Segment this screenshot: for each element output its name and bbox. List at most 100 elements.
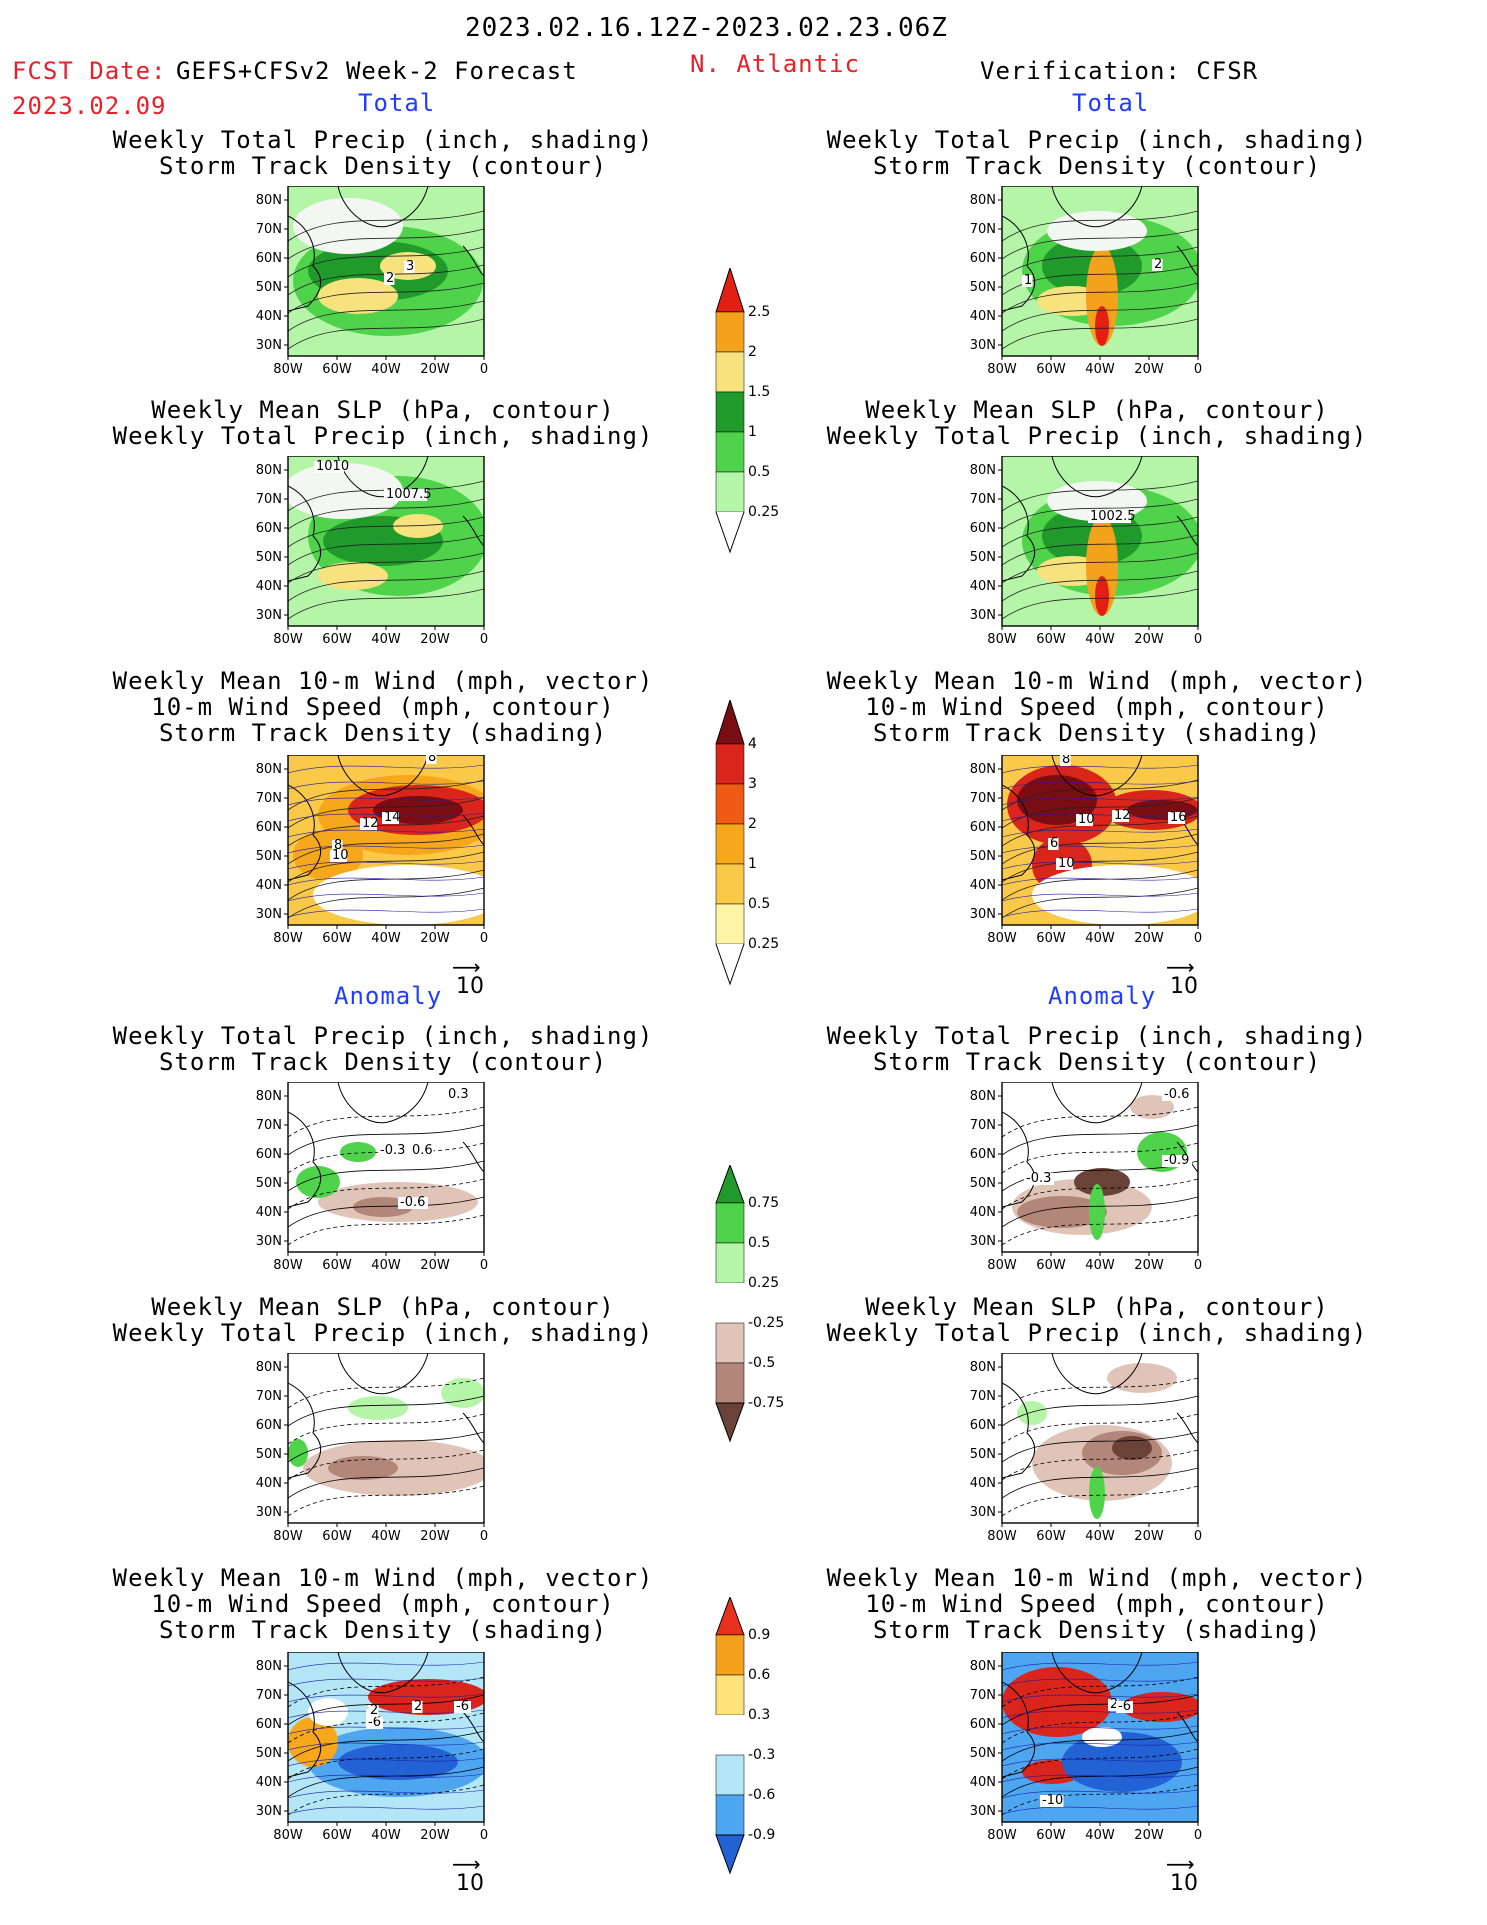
map-plot-area: 812 1481080N70N60N50N40N30N80W 60W 40W 20W 0	[256, 755, 503, 946]
title-line: Storm Track Density (shading)	[797, 720, 1397, 746]
contour-label: 0.6	[412, 1143, 433, 1158]
lon-tick-label: 40W	[1085, 931, 1115, 946]
contour-label: 1007.5	[386, 487, 432, 502]
lat-tick-label: 50N	[256, 1447, 282, 1462]
contour-label: -0.9	[1164, 1153, 1189, 1168]
lat-tick-label: 70N	[970, 791, 996, 806]
vector-reference-fc-total: ⟶ 10	[452, 960, 484, 999]
map-panel-fc-total-precip: 3280N70N60N50N40N30N80W 60W 40W 20W 0	[248, 186, 504, 396]
colorbar-label: 3	[748, 776, 757, 792]
lat-tick-label: 60N	[256, 820, 282, 835]
lat-tick-label: 70N	[970, 222, 996, 237]
lat-tick-label: 70N	[970, 1118, 996, 1133]
lat-tick-label: 70N	[256, 1688, 282, 1703]
colorbar-box	[716, 1715, 744, 1755]
colorbar-box	[716, 392, 744, 432]
lon-tick-label: 20W	[420, 362, 450, 377]
lon-tick-label: 0	[480, 1828, 488, 1843]
lon-tick-label: 0	[1194, 931, 1202, 946]
title-line: Weekly Mean 10-m Wind (mph, vector)	[83, 668, 683, 694]
lon-tick-label: 80W	[273, 632, 303, 647]
shading-region	[1095, 576, 1109, 616]
title-line: Storm Track Density (contour)	[797, 1049, 1397, 1075]
title-line: Weekly Total Precip (inch, shading)	[797, 1320, 1397, 1346]
colorbar-track-total: 4 3 2 1 0.5 0.25	[715, 700, 785, 986]
colorbar-label: 0.9	[748, 1627, 770, 1643]
lon-tick-label: 0	[1194, 1258, 1202, 1273]
lat-tick-label: 70N	[256, 1389, 282, 1404]
map-plot-area: 3280N70N60N50N40N30N80W 60W 40W 20W 0	[256, 186, 488, 377]
lat-tick-label: 70N	[970, 1688, 996, 1703]
colorbar-label: 0.75	[748, 1195, 779, 1211]
lat-tick-label: 50N	[970, 550, 996, 565]
shading-region	[1089, 1184, 1105, 1240]
title-line: Storm Track Density (contour)	[797, 153, 1397, 179]
lon-tick-label: 20W	[1134, 931, 1164, 946]
colorbar-box	[716, 432, 744, 472]
map-plot-area: 80N70N60N50N40N30N80W 60W 40W 20W 0	[970, 1353, 1202, 1544]
map-plot-area: 810 12 1661080N70N60N50N40N30N80W 60W 40W 20W…	[970, 755, 1212, 946]
colorbar-box	[716, 1755, 744, 1795]
lat-tick-label: 80N	[970, 1360, 996, 1375]
colorbar-label: 4	[748, 736, 757, 752]
lon-tick-label: 0	[480, 1258, 488, 1273]
contour-label: 16	[1170, 810, 1187, 825]
title-line: Weekly Mean 10-m Wind (mph, vector)	[83, 1565, 683, 1591]
colorbar-cap-top	[716, 700, 744, 744]
colorbar-label: -0.5	[748, 1355, 775, 1371]
title-line: Storm Track Density (shading)	[797, 1617, 1397, 1643]
lat-tick-label: 70N	[970, 1389, 996, 1404]
colorbar-box	[716, 1323, 744, 1363]
lon-tick-label: 40W	[371, 632, 401, 647]
panel-title-obs-anom-slp: Weekly Mean SLP (hPa, contour) Weekly To…	[797, 1294, 1397, 1346]
lon-tick-label: 60W	[1036, 632, 1066, 647]
panel-title-obs-anom-wind: Weekly Mean 10-m Wind (mph, vector) 10-m…	[797, 1565, 1397, 1643]
map-plot-area: 2 -6 -10 80N 70N 60N 50N 40N 30N 80W 60W 40W 20W 0	[970, 1652, 1202, 1843]
colorbar-label: 1	[748, 856, 757, 872]
map-plot-area: 2-64-6280N70N60N50N40N30N80W60W40W20W0	[256, 1652, 488, 1843]
lon-tick-label: 40W	[371, 1258, 401, 1273]
vector-reference-label: 10	[1170, 974, 1198, 999]
colorbar-label: 2.5	[748, 304, 770, 320]
shading-region	[1089, 1467, 1105, 1519]
lat-tick-label: 40N	[970, 579, 996, 594]
lat-tick-label: 80N	[256, 1089, 282, 1104]
lat-tick-label: 40N	[256, 1775, 282, 1790]
fcst-date-value: 2023.02.09	[12, 92, 167, 120]
section-total-right: Total	[1072, 89, 1149, 117]
colorbar-box	[716, 472, 744, 512]
lat-tick-label: 50N	[970, 849, 996, 864]
section-anomaly-left: Anomaly	[334, 982, 442, 1010]
lon-tick-label: 80W	[273, 931, 303, 946]
colorbar-cap-top	[716, 268, 744, 312]
map-panel-fc-anom-wind: 2-64-6280N70N60N50N40N30N80W60W40W20W0	[248, 1652, 504, 1862]
map-panel-obs-total-precip: 1280N70N60N50N40N30N80W 60W 40W 20W 0	[962, 186, 1218, 396]
title-line: Storm Track Density (shading)	[83, 720, 683, 746]
title-line: Weekly Total Precip (inch, shading)	[83, 1023, 683, 1049]
map-panel-obs-anom-slp: 80N 70N 60N 50N 40N 30N 80W 60W 40W 20W 0	[962, 1353, 1218, 1563]
title-line: Weekly Total Precip (inch, shading)	[83, 423, 683, 449]
contour-label: 8	[428, 755, 436, 765]
map-panel-fc-anom-precip: 0.3-0.3 0.6-0.680N70N60N50N40N30N80W 60W 40…	[248, 1082, 504, 1292]
title-line: Storm Track Density (contour)	[83, 153, 683, 179]
lon-tick-label: 80W	[987, 1258, 1017, 1273]
colorbar-label: 0.6	[748, 1667, 770, 1683]
lat-tick-label: 30N	[970, 338, 996, 353]
lon-tick-label: 40W	[371, 362, 401, 377]
lon-tick-label: 40W	[371, 1828, 401, 1843]
lon-tick-label: 60W	[322, 632, 352, 647]
colorbar-box	[716, 352, 744, 392]
colorbar-box	[716, 1675, 744, 1715]
colorbar-box	[716, 312, 744, 352]
lat-tick-label: 40N	[256, 1205, 282, 1220]
lon-tick-label: 20W	[1134, 1828, 1164, 1843]
colorbar-boxes	[716, 1597, 744, 1873]
contour-label: 0.3	[448, 1087, 469, 1102]
lat-tick-label: 40N	[256, 878, 282, 893]
colorbar-label: 1.5	[748, 384, 770, 400]
lat-tick-label: 60N	[970, 521, 996, 536]
lon-tick-label: 80W	[273, 1529, 303, 1544]
lat-tick-label: 60N	[970, 1717, 996, 1732]
lat-tick-label: 80N	[256, 193, 282, 208]
colorbar-label: 1	[748, 424, 757, 440]
